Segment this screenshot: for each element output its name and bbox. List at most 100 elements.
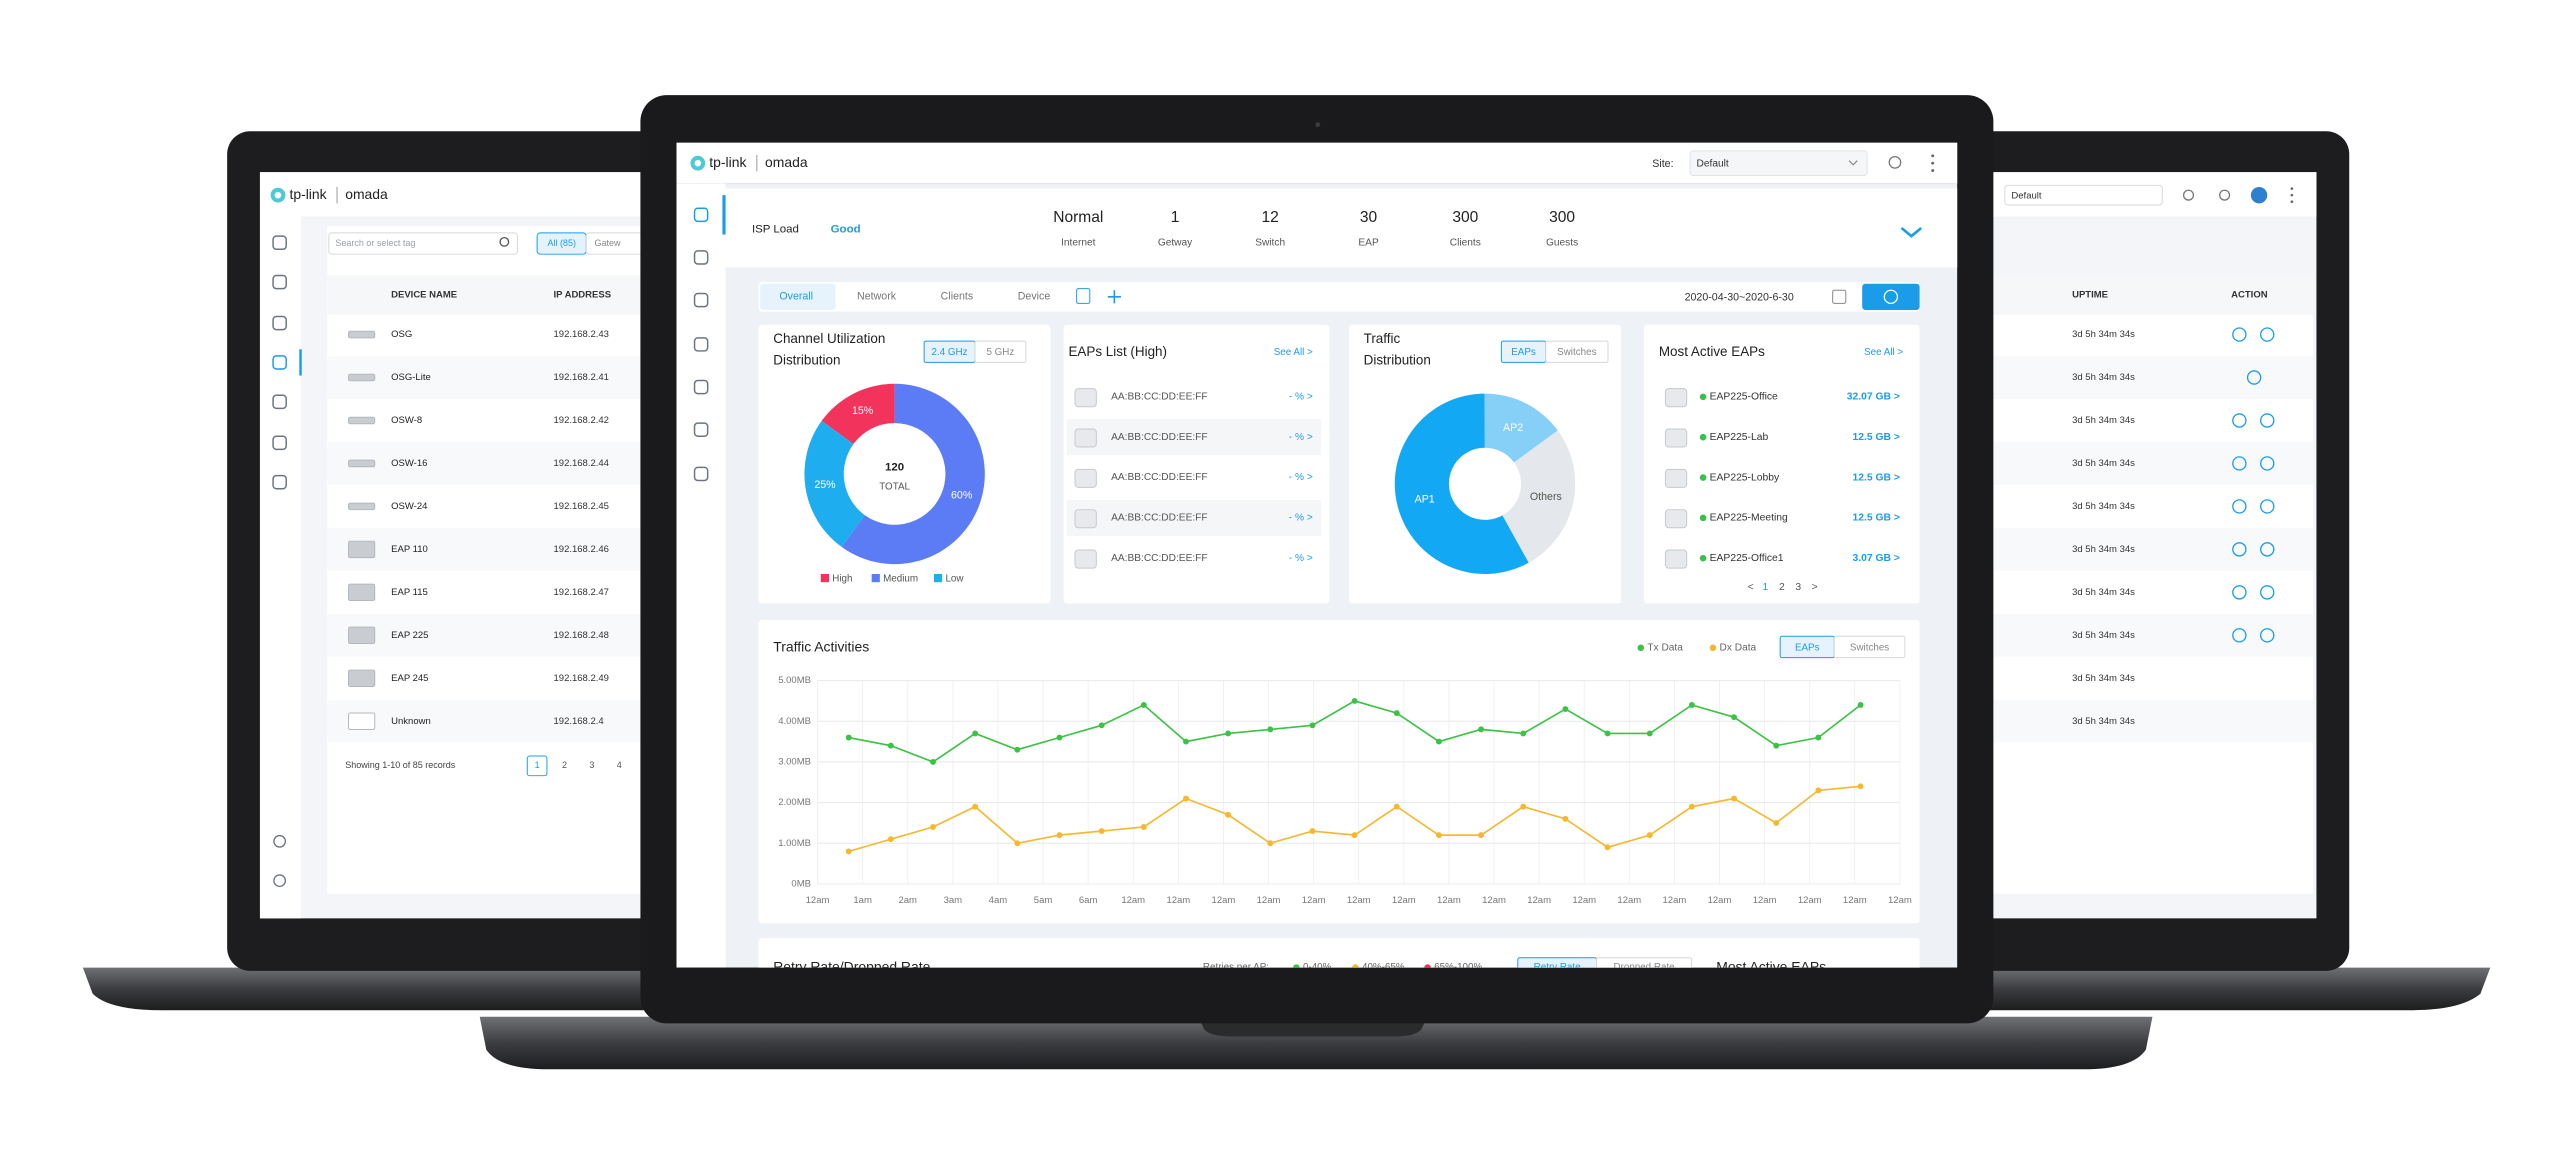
- search-icon[interactable]: [1888, 155, 1902, 169]
- see-all-link[interactable]: See All >: [1864, 347, 1903, 358]
- action-locate[interactable]: [2232, 542, 2247, 557]
- mac-address: AA:BB:CC:DD:EE:FF: [1111, 392, 1208, 403]
- device-name[interactable]: Unknown: [391, 716, 431, 727]
- card: [758, 619, 1920, 924]
- expand-chevron[interactable]: [1900, 226, 1923, 238]
- series-point: [1140, 702, 1147, 708]
- eap-name[interactable]: EAP225-Lobby: [1710, 472, 1780, 483]
- nav-icon[interactable]: [693, 292, 709, 308]
- series-point: [1393, 803, 1400, 810]
- nav-icon[interactable]: [693, 422, 709, 437]
- toggle-button[interactable]: [1833, 635, 1906, 659]
- action-reboot[interactable]: [2260, 327, 2275, 342]
- page-number[interactable]: 3: [589, 760, 594, 770]
- avatar[interactable]: [2250, 186, 2268, 204]
- tab[interactable]: Network: [857, 291, 897, 303]
- page-control[interactable]: 3: [1795, 582, 1801, 593]
- legend-dot: [1709, 644, 1717, 652]
- tab[interactable]: Device: [1018, 291, 1051, 303]
- action-reboot[interactable]: [2260, 456, 2275, 471]
- device-name[interactable]: OSG-Lite: [391, 372, 431, 383]
- nav-icon[interactable]: [693, 250, 709, 265]
- device-name[interactable]: EAP 245: [391, 673, 428, 684]
- action-locate[interactable]: [2232, 413, 2247, 428]
- nav-icon[interactable]: [272, 435, 287, 451]
- device-name[interactable]: OSW-8: [391, 415, 422, 426]
- tab-active[interactable]: [760, 283, 836, 310]
- toggle-button[interactable]: [1517, 957, 1598, 979]
- see-all-link[interactable]: See All >: [1274, 347, 1313, 358]
- device-name[interactable]: OSG: [391, 329, 412, 340]
- device-icon: [348, 669, 376, 687]
- page-number[interactable]: 2: [562, 760, 567, 770]
- site-select[interactable]: [2004, 184, 2163, 206]
- nav-icon[interactable]: [272, 355, 287, 370]
- product-name: omada: [345, 186, 388, 202]
- action-locate[interactable]: [2232, 327, 2247, 342]
- page-control[interactable]: <: [1748, 582, 1754, 593]
- utilization-link[interactable]: - % >: [1289, 553, 1313, 564]
- action-reboot[interactable]: [2260, 628, 2275, 643]
- action-locate[interactable]: [2232, 585, 2247, 600]
- page-number[interactable]: 4: [617, 760, 622, 770]
- eap-name[interactable]: EAP225-Office: [1710, 392, 1778, 403]
- page-control[interactable]: >: [1812, 582, 1818, 593]
- nav-icon[interactable]: [272, 394, 287, 410]
- page-number[interactable]: 1: [535, 760, 540, 770]
- action-locate[interactable]: [2232, 499, 2247, 514]
- legend-swatch: [871, 573, 880, 583]
- nav-settings[interactable]: [273, 874, 287, 888]
- action-locate[interactable]: [2232, 456, 2247, 471]
- series-point: [1393, 710, 1400, 717]
- page-control[interactable]: 2: [1779, 582, 1785, 593]
- toggle-button[interactable]: [1596, 957, 1693, 979]
- action-adopt[interactable]: [2246, 370, 2262, 385]
- nav-icon[interactable]: [272, 315, 287, 331]
- tab[interactable]: Overall: [779, 291, 813, 303]
- device-icon: [348, 502, 376, 511]
- calendar-icon[interactable]: [1832, 289, 1847, 304]
- card-title: Distribution: [1364, 352, 1431, 367]
- utilization-link[interactable]: - % >: [1289, 513, 1313, 524]
- nav-icon[interactable]: [693, 379, 709, 395]
- x-tick-label: 12am: [1798, 895, 1822, 906]
- device-name[interactable]: EAP 225: [391, 630, 428, 641]
- nav-icon[interactable]: [693, 207, 709, 223]
- action-locate[interactable]: [2232, 628, 2247, 643]
- eap-name[interactable]: EAP225-Lab: [1710, 432, 1769, 443]
- nav-cloud[interactable]: [273, 834, 287, 848]
- utilization-link[interactable]: - % >: [1289, 472, 1313, 483]
- nav-icon[interactable]: [272, 474, 287, 490]
- device-name[interactable]: OSW-16: [391, 458, 427, 469]
- card-title: Most Active EAPs: [1659, 344, 1765, 359]
- y-tick-label: 5.00MB: [778, 675, 811, 686]
- bell-icon[interactable]: [2219, 189, 2231, 201]
- eap-name[interactable]: EAP225-Office1: [1710, 553, 1784, 564]
- card-title: Most Active EAPs: [1716, 958, 1826, 974]
- add-icon[interactable]: [1107, 290, 1121, 304]
- utilization-link[interactable]: - % >: [1289, 432, 1313, 443]
- search-box[interactable]: [328, 232, 518, 255]
- tab[interactable]: Clients: [941, 291, 974, 303]
- action-reboot[interactable]: [2260, 542, 2275, 557]
- nav-icon[interactable]: [272, 274, 287, 290]
- device-name[interactable]: EAP 110: [391, 544, 428, 555]
- action-reboot[interactable]: [2260, 499, 2275, 514]
- search-icon[interactable]: [2182, 189, 2195, 201]
- toggle-button[interactable]: [1545, 340, 1609, 363]
- action-reboot[interactable]: [2260, 585, 2275, 600]
- device-name[interactable]: EAP 115: [391, 587, 428, 598]
- nav-icon[interactable]: [272, 235, 287, 251]
- action-reboot[interactable]: [2260, 413, 2275, 428]
- nav-icon[interactable]: [693, 466, 709, 482]
- settings-button[interactable]: [1862, 283, 1920, 310]
- edit-icon[interactable]: [1076, 288, 1091, 304]
- nav-icon[interactable]: [693, 337, 709, 352]
- utilization-link[interactable]: - % >: [1289, 392, 1313, 403]
- toggle-button[interactable]: [974, 340, 1027, 363]
- device-icon: [348, 330, 376, 339]
- page-control[interactable]: 1: [1763, 582, 1769, 593]
- device-name[interactable]: OSW-24: [391, 501, 427, 512]
- site-select[interactable]: [1689, 150, 1868, 176]
- eap-name[interactable]: EAP225-Meeting: [1710, 513, 1788, 524]
